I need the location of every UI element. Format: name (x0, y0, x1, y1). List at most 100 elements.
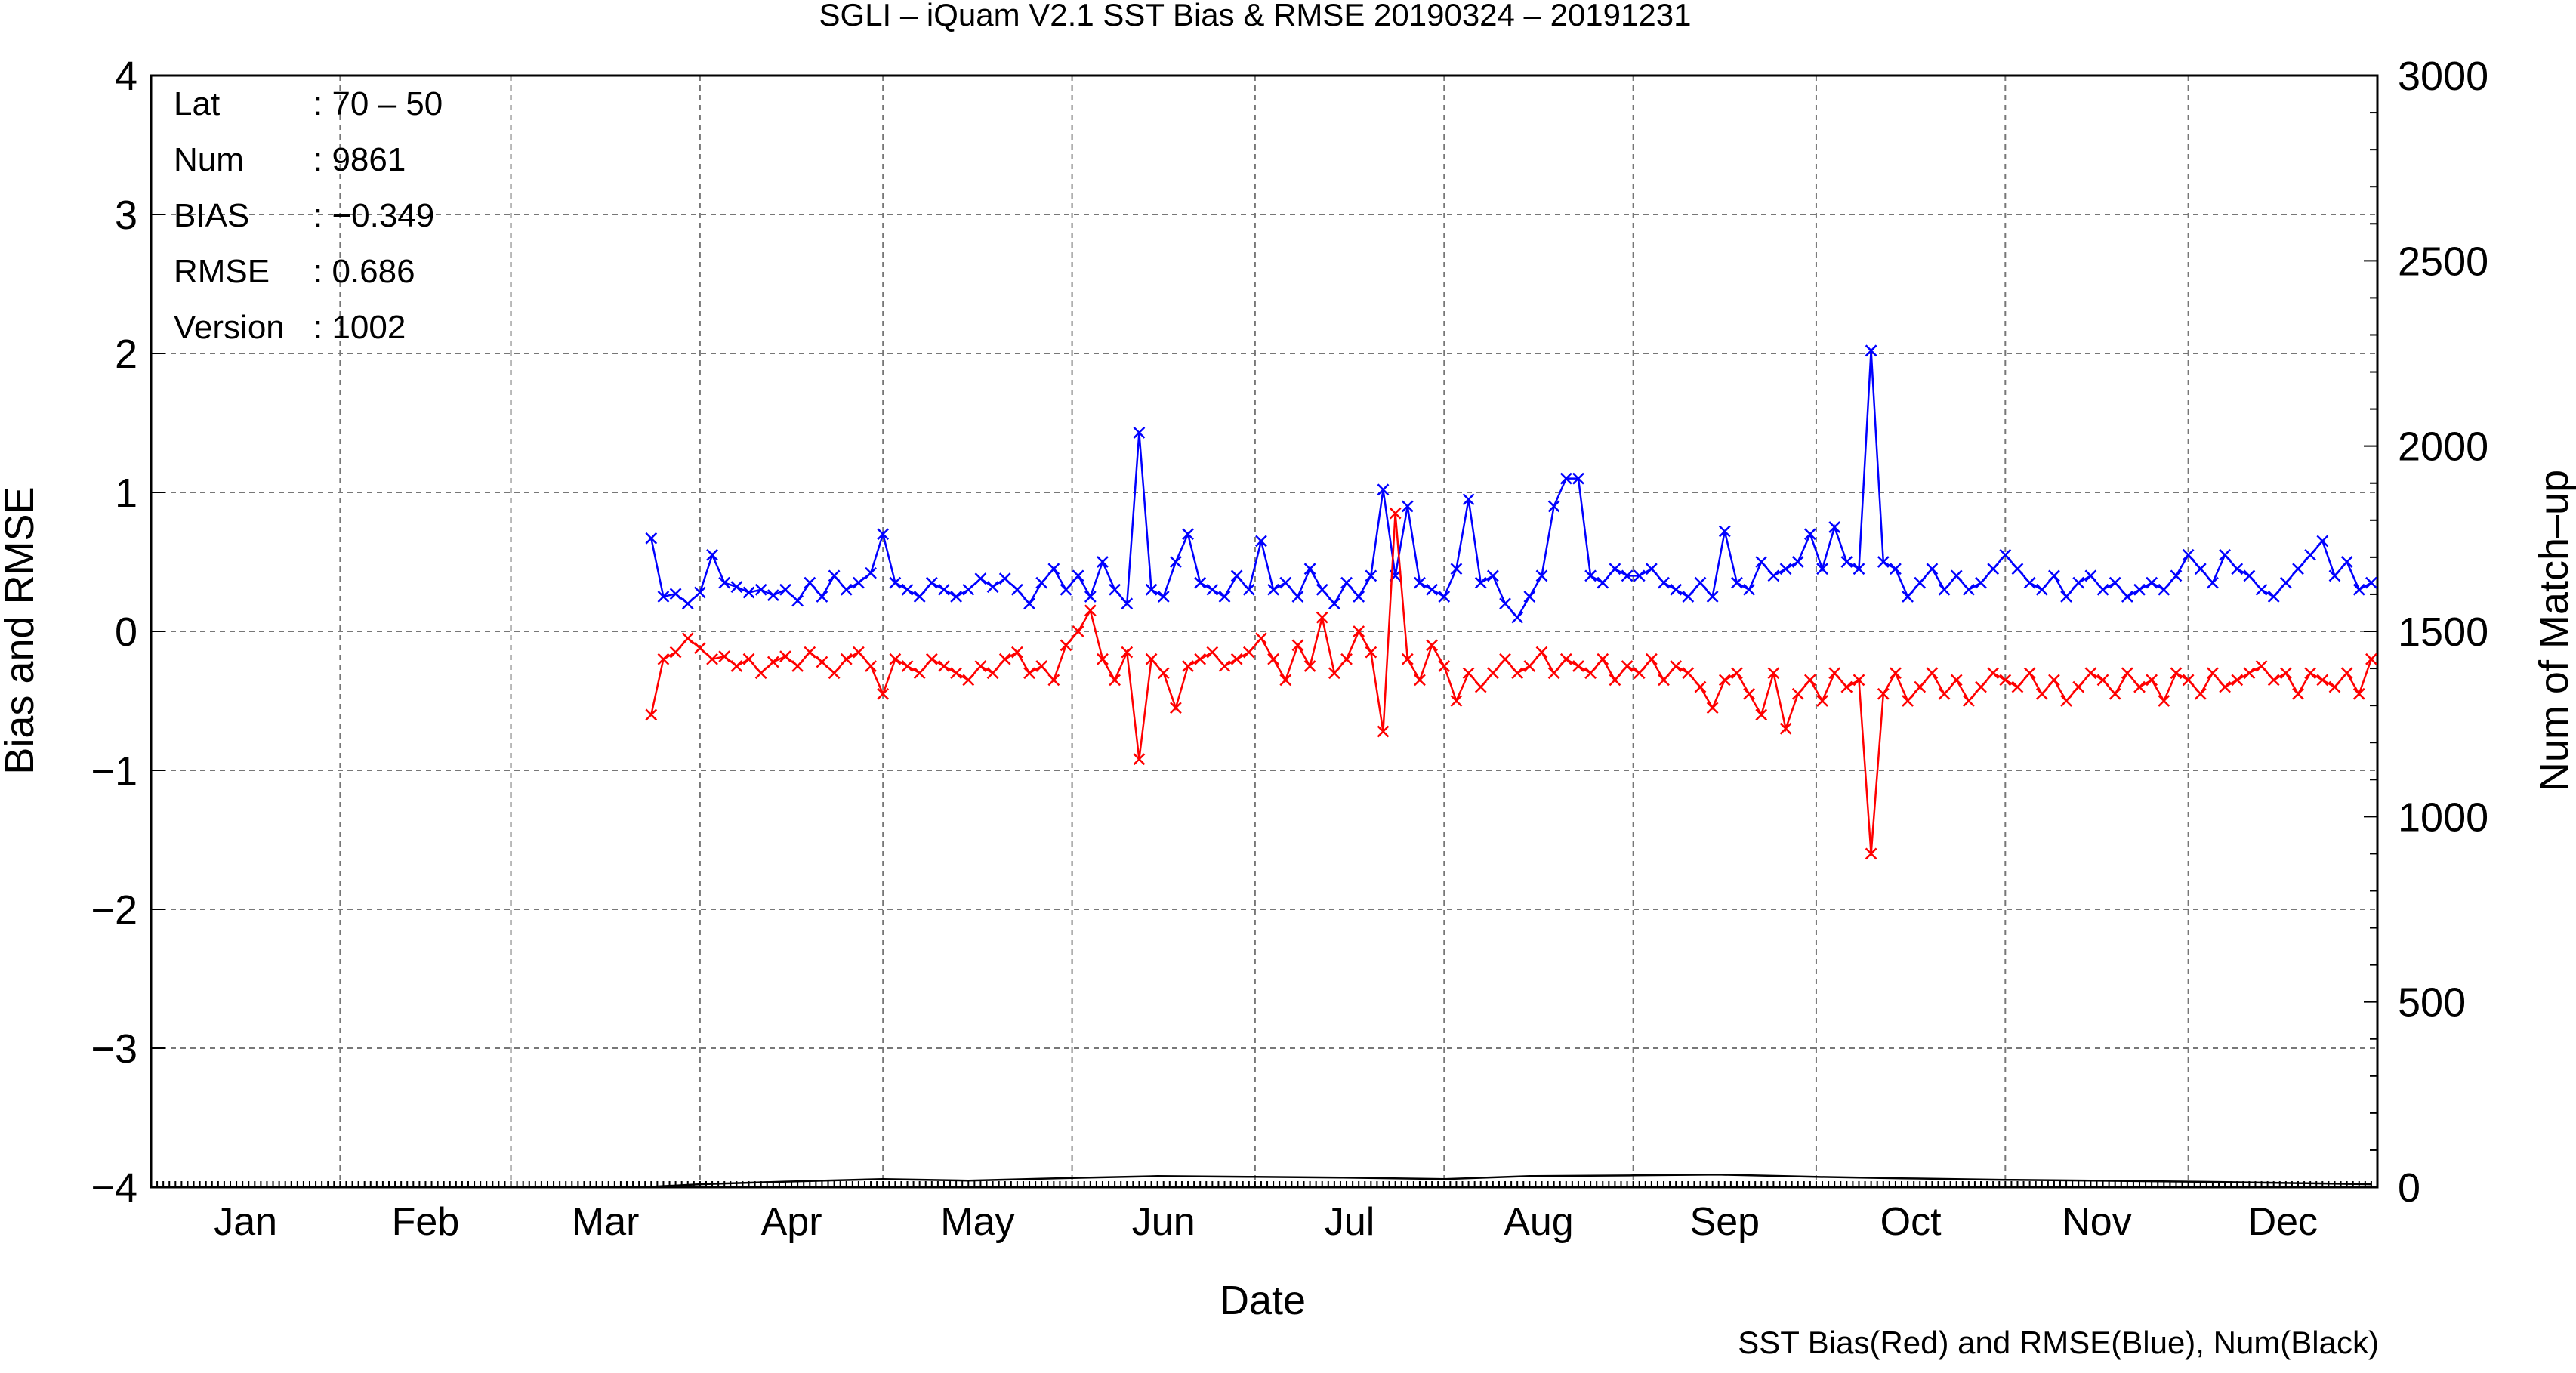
y-right-tick-label: 1000 (2398, 794, 2488, 840)
data-point-bias (1218, 660, 1231, 672)
data-point-rmse (694, 586, 706, 599)
data-point-bias (1157, 667, 1170, 680)
data-point-rmse (681, 597, 694, 610)
data-point-rmse (2292, 563, 2304, 575)
point-mark (1316, 583, 1328, 596)
point-mark (950, 591, 963, 603)
point-mark (1353, 591, 1365, 603)
point-mark (1133, 753, 1146, 766)
data-point-bias (889, 653, 902, 665)
data-point-bias (1438, 660, 1451, 672)
point-mark (962, 674, 975, 686)
point-mark (706, 548, 718, 561)
data-point-bias (840, 653, 853, 665)
data-point-bias (1926, 667, 1939, 680)
point-mark (2158, 695, 2170, 707)
point-mark (2194, 563, 2207, 575)
point-mark (706, 653, 718, 665)
data-point-bias (1865, 847, 1877, 860)
point-mark (804, 646, 816, 659)
point-mark (2207, 576, 2219, 589)
point-mark (1426, 639, 1438, 652)
data-point-bias (1486, 667, 1499, 680)
data-point-bias (1731, 667, 1743, 680)
point-mark (2170, 667, 2183, 680)
data-point-rmse (2121, 591, 2133, 603)
point-mark (1535, 569, 1548, 582)
point-mark (1987, 667, 2000, 680)
point-mark (1011, 646, 1023, 659)
data-point-rmse (1047, 563, 1060, 575)
point-mark (1877, 687, 1890, 700)
y-left-tick-label: −3 (91, 1026, 137, 1072)
data-point-rmse (853, 576, 865, 589)
point-mark (1133, 426, 1146, 439)
data-point-bias (913, 667, 926, 680)
point-mark (913, 667, 926, 680)
data-point-bias (2096, 674, 2109, 686)
data-point-bias (1255, 632, 1267, 645)
data-point-bias (1682, 667, 1695, 680)
point-mark (2316, 535, 2329, 548)
data-point-rmse (1242, 583, 1255, 596)
data-point-rmse (938, 583, 950, 596)
data-point-rmse (1133, 426, 1146, 439)
data-point-rmse (1938, 583, 1951, 596)
data-point-rmse (1450, 563, 1463, 575)
data-point-rmse (2048, 569, 2060, 582)
data-point-bias (1938, 687, 1951, 700)
point-mark (2121, 591, 2133, 603)
point-mark (877, 528, 890, 541)
point-mark (1365, 569, 1377, 582)
point-mark (1865, 344, 1877, 357)
point-mark (2352, 583, 2365, 596)
point-mark (1035, 660, 1048, 672)
y-right-tick-label: 3000 (2398, 54, 2488, 99)
data-point-bias (2035, 687, 2048, 700)
data-point-bias (1145, 653, 1158, 665)
data-point-bias (2255, 660, 2268, 672)
data-point-rmse (2365, 576, 2377, 589)
data-point-bias (1755, 708, 1768, 721)
data-point-bias (1840, 680, 1853, 693)
point-mark (1206, 646, 1219, 659)
data-point-bias (1365, 646, 1377, 659)
point-mark (1377, 725, 1390, 738)
point-mark (1084, 591, 1097, 603)
point-mark (1755, 556, 1768, 568)
point-mark (1218, 591, 1231, 603)
chart-title: SGLI – iQuam V2.1 SST Bias & RMSE 201903… (819, 0, 1692, 32)
data-point-rmse (1877, 556, 1890, 568)
data-point-bias (950, 667, 963, 680)
data-point-rmse (1803, 528, 1816, 541)
point-mark (1242, 646, 1255, 659)
point-mark (1328, 597, 1340, 610)
data-point-rmse (1779, 563, 1792, 575)
data-point-bias (2292, 687, 2304, 700)
data-point-bias (938, 660, 950, 672)
data-point-bias (962, 674, 975, 686)
point-mark (2219, 680, 2231, 693)
x-tick-label: Jul (1325, 1200, 1374, 1244)
data-point-rmse (1584, 569, 1597, 582)
point-mark (1097, 653, 1109, 665)
data-point-rmse (1950, 569, 1963, 582)
point-mark (2096, 674, 2109, 686)
x-tick-label: May (940, 1200, 1014, 1244)
data-point-rmse (1890, 563, 1902, 575)
point-mark (1926, 563, 1939, 575)
point-mark (1938, 583, 1951, 596)
data-point-rmse (2279, 576, 2292, 589)
point-mark (1682, 591, 1695, 603)
data-point-rmse (2096, 583, 2109, 596)
point-mark (2255, 660, 2268, 672)
data-point-bias (1547, 667, 1560, 680)
data-point-bias (1559, 653, 1572, 665)
data-point-rmse (657, 591, 670, 603)
point-mark (1658, 674, 1670, 686)
data-point-rmse (2194, 563, 2207, 575)
data-point-rmse (1401, 500, 1414, 513)
data-point-rmse (1438, 591, 1451, 603)
point-mark (718, 650, 731, 663)
point-mark (2243, 569, 2256, 582)
